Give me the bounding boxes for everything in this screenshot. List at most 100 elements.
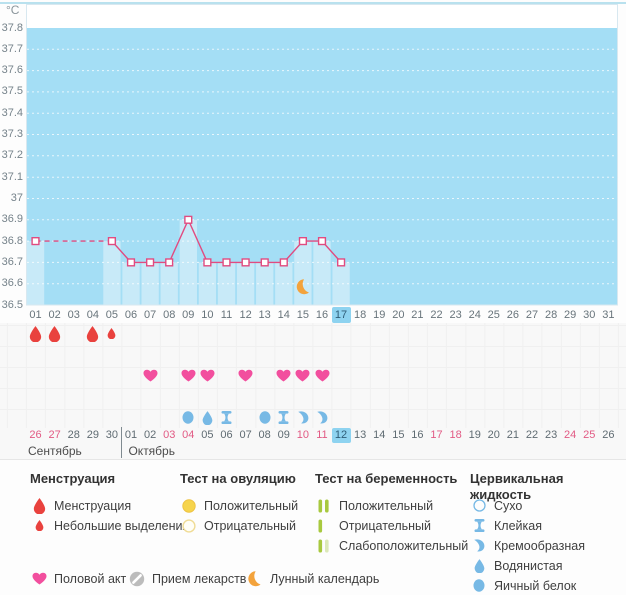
cycle-day-06[interactable]: 06	[124, 309, 138, 321]
date-Октябрь-23[interactable]: 23	[544, 429, 558, 441]
cycle-day-26[interactable]: 26	[506, 309, 520, 321]
temp-marker-day-8[interactable]	[165, 258, 174, 267]
temp-marker-day-7[interactable]	[145, 258, 155, 267]
cycle-day-22[interactable]: 22	[430, 309, 443, 321]
date-Сентябрь-29[interactable]: 29	[86, 429, 99, 441]
date-Октябрь-04[interactable]: 04	[182, 429, 195, 441]
date-Октябрь-18[interactable]: 18	[449, 429, 462, 441]
cycle-day-12[interactable]: 12	[239, 309, 252, 321]
cycle-day-17[interactable]: 17	[331, 307, 351, 323]
cycle-day-05[interactable]: 05	[105, 309, 119, 321]
date-Сентябрь-26[interactable]: 26	[29, 429, 42, 441]
temp-marker-day-16[interactable]	[317, 236, 327, 246]
cycle-day-11[interactable]: 11	[220, 309, 233, 321]
cycle-day-16[interactable]: 16	[315, 309, 329, 321]
drop-large-icon	[87, 325, 99, 342]
cycle-day-19[interactable]: 19	[373, 309, 386, 321]
legend-item-label: Положительный	[204, 498, 299, 513]
date-Октябрь-01[interactable]: 01	[124, 429, 138, 441]
date-Октябрь-15[interactable]: 15	[392, 429, 405, 441]
intercourse-heart-icon	[200, 369, 215, 382]
cycle-day-21[interactable]: 21	[411, 309, 424, 321]
intercourse-heart-icon	[276, 369, 291, 382]
date-Октябрь-03[interactable]: 03	[163, 429, 176, 441]
date-Октябрь-16[interactable]: 16	[411, 429, 424, 441]
symptom-rows-band	[0, 323, 626, 459]
creamy-icon	[317, 411, 328, 424]
date-Октябрь-06[interactable]: 06	[220, 429, 233, 441]
date-Сентябрь-28[interactable]: 28	[67, 429, 80, 441]
cycle-day-14[interactable]: 14	[277, 309, 290, 321]
date-Октябрь-10[interactable]: 10	[296, 429, 309, 441]
pregnancy-negative-icon	[315, 519, 333, 533]
date-Октябрь-02[interactable]: 02	[143, 429, 157, 441]
temp-marker-day-15[interactable]	[298, 236, 308, 246]
temp-marker-day-9[interactable]	[184, 215, 193, 224]
sticky-icon	[470, 519, 488, 532]
cycle-day-09[interactable]: 09	[182, 309, 195, 321]
legend-item: Клейкая	[470, 517, 542, 534]
cervical-fluid-sticky-icon	[221, 411, 232, 424]
cycle-day-20[interactable]: 20	[392, 309, 405, 321]
temp-marker-day-14[interactable]	[279, 258, 288, 267]
date-Октябрь-08[interactable]: 08	[258, 429, 271, 441]
cycle-day-30[interactable]: 30	[583, 309, 596, 321]
temp-marker-day-1[interactable]	[31, 236, 40, 246]
date-Октябрь-05[interactable]: 05	[201, 429, 214, 441]
cycle-day-25[interactable]: 25	[487, 309, 500, 321]
legend-header-0: Менструация	[30, 471, 116, 486]
cycle-day-07[interactable]: 07	[143, 309, 157, 321]
heart-icon	[143, 369, 158, 382]
date-Сентябрь-30[interactable]: 30	[105, 429, 119, 441]
date-Октябрь-21[interactable]: 21	[506, 429, 520, 441]
temperature-plot	[26, 4, 618, 306]
temp-marker-day-10[interactable]	[203, 258, 212, 267]
temp-marker-day-6[interactable]	[126, 258, 136, 267]
heart-icon	[295, 369, 310, 382]
cycle-day-27[interactable]: 27	[525, 309, 539, 321]
date-Октябрь-09[interactable]: 09	[277, 429, 290, 441]
date-Октябрь-17[interactable]: 17	[430, 429, 443, 441]
menstruation-drop-large-icon	[48, 325, 61, 342]
symptom-grid	[0, 323, 626, 428]
cycle-day-24[interactable]: 24	[468, 309, 481, 321]
cycle-day-23[interactable]: 23	[449, 309, 462, 321]
legend-item-label: Лунный календарь	[270, 571, 380, 586]
cycle-day-08[interactable]: 08	[163, 309, 176, 321]
menstruation-drop-small-icon	[107, 328, 116, 340]
date-Октябрь-19[interactable]: 19	[468, 429, 481, 441]
date-Октябрь-14[interactable]: 14	[373, 429, 386, 441]
cycle-day-15[interactable]: 15	[296, 309, 309, 321]
temp-marker-day-5[interactable]	[107, 236, 117, 246]
cycle-day-02[interactable]: 02	[48, 309, 61, 321]
cycle-day-03[interactable]: 03	[67, 309, 80, 321]
pill-icon	[128, 571, 146, 587]
cycle-day-10[interactable]: 10	[201, 309, 214, 321]
date-Октябрь-26[interactable]: 26	[602, 429, 615, 441]
temp-marker-day-13[interactable]	[260, 258, 269, 267]
date-Октябрь-22[interactable]: 22	[525, 429, 539, 441]
temp-marker-day-12[interactable]	[241, 258, 250, 267]
temp-marker-day-11[interactable]	[222, 258, 231, 267]
cycle-day-29[interactable]: 29	[564, 309, 577, 321]
cycle-day-01[interactable]: 01	[29, 309, 42, 321]
temp-marker-day-17[interactable]	[337, 258, 346, 267]
ovulation-negative-icon	[180, 518, 198, 533]
cervical-fluid-creamy-icon	[316, 411, 328, 424]
sticky-icon	[278, 411, 289, 424]
cycle-day-13[interactable]: 13	[258, 309, 271, 321]
date-Октябрь-20[interactable]: 20	[487, 429, 500, 441]
cycle-day-31[interactable]: 31	[602, 309, 615, 321]
date-Октябрь-25[interactable]: 25	[583, 429, 596, 441]
date-Октябрь-24[interactable]: 24	[564, 429, 577, 441]
date-Октябрь-07[interactable]: 07	[239, 429, 252, 441]
date-Октябрь-11[interactable]: 11	[316, 429, 328, 441]
cycle-day-28[interactable]: 28	[544, 309, 558, 321]
legend-separator	[0, 459, 626, 460]
heart-icon	[276, 369, 291, 382]
date-Октябрь-13[interactable]: 13	[354, 429, 367, 441]
date-Сентябрь-27[interactable]: 27	[48, 429, 61, 441]
cycle-day-18[interactable]: 18	[354, 309, 367, 321]
date-Октябрь-12[interactable]: 12	[331, 428, 351, 443]
cycle-day-04[interactable]: 04	[86, 309, 99, 321]
